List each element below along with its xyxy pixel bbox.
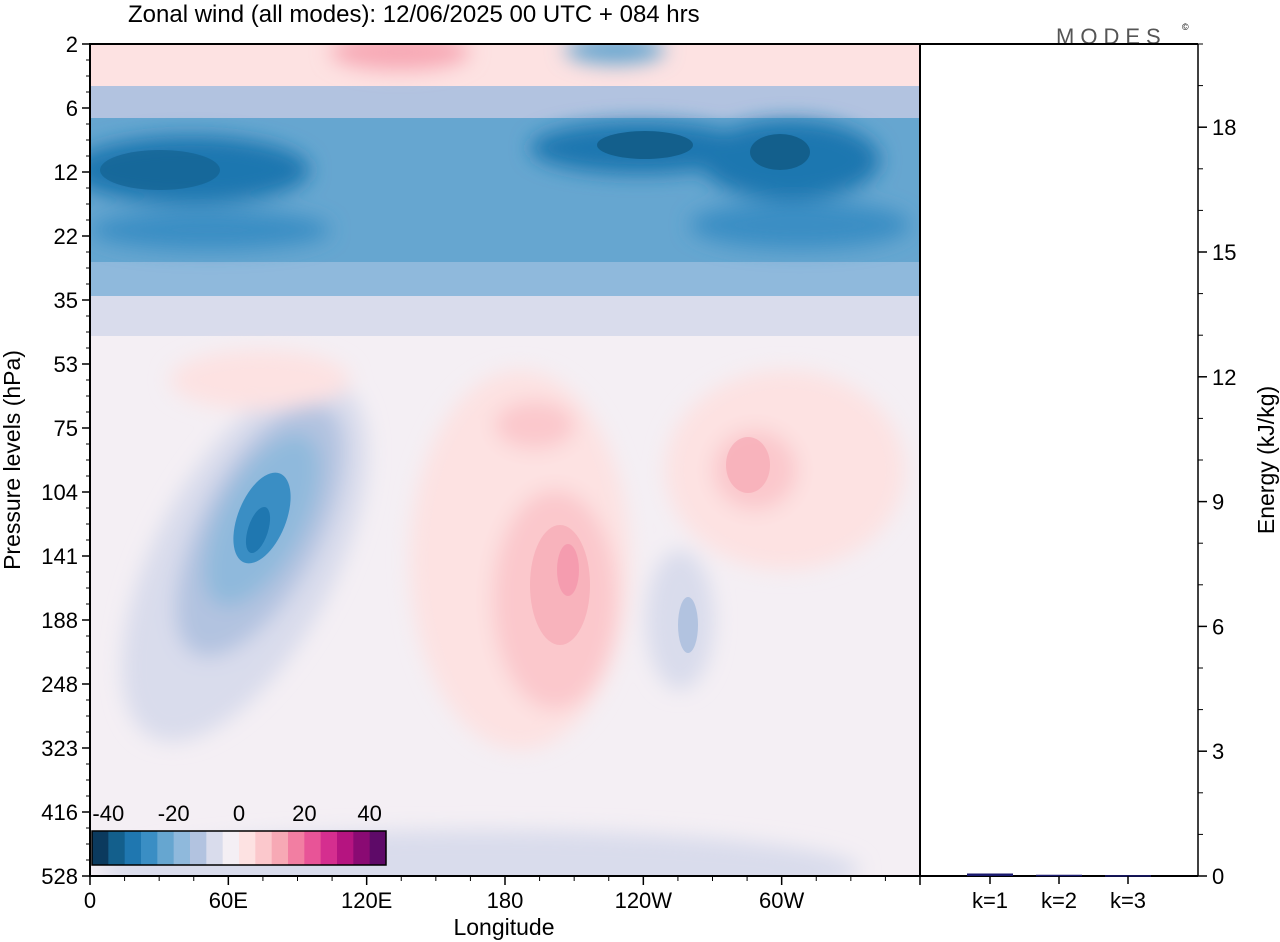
energy-bars <box>967 873 1151 877</box>
brand-mark: © <box>1182 22 1189 32</box>
colorbar-swatch <box>157 831 175 865</box>
heatmap-field <box>90 44 920 876</box>
top-pink-spot <box>330 44 470 70</box>
energy-y-tick-label: 9 <box>1212 490 1224 515</box>
colorbar-swatch <box>173 831 191 865</box>
colorbar-tick-label: 40 <box>357 801 381 826</box>
energy-x-tick-label: k=3 <box>1110 888 1146 913</box>
blue-tongue-max <box>245 506 271 554</box>
y-tick-label: 104 <box>41 480 78 505</box>
blue-east-core <box>678 597 698 653</box>
energy-x-axis: k=1 k=2 k=3 <box>972 876 1146 913</box>
y-tick-label: 188 <box>41 608 78 633</box>
energy-panel: 0 3 6 9 12 15 18 k=1 k=2 k=3 Energy (kJ/kg) <box>919 43 1279 913</box>
x-tick-label: 120W <box>615 888 673 913</box>
pink-west-faint <box>170 350 350 410</box>
energy-bar <box>1105 875 1151 877</box>
x-tick-label: 60E <box>209 888 248 913</box>
y-tick-label: 12 <box>54 160 78 185</box>
energy-bar <box>967 873 1013 876</box>
energy-x-tick-label: k=2 <box>1041 888 1077 913</box>
y-tick-label: 53 <box>54 352 78 377</box>
energy-y-axis-title: Energy (kJ/kg) <box>1253 386 1279 534</box>
colorbar-tick-label: 20 <box>292 801 316 826</box>
x-tick-label: 60W <box>759 888 804 913</box>
y-tick-label: 6 <box>66 96 78 121</box>
energy-y-tick-label: 15 <box>1212 240 1236 265</box>
colorbar-swatch <box>271 831 289 865</box>
top-blue-spot <box>565 44 665 64</box>
x-tick-label: 180 <box>487 888 524 913</box>
colorbar-swatch <box>304 831 322 865</box>
x-tick-label: 0 <box>84 888 96 913</box>
heatmap-x-axis-title: Longitude <box>453 914 554 940</box>
y-tick-label: 2 <box>66 32 78 57</box>
x-tick-label: 120E <box>341 888 392 913</box>
heatmap-y-axis: 2 6 12 22 35 53 75 104 141 188 248 323 416 528 <box>41 32 90 889</box>
brand-logo: MODES <box>1056 24 1167 49</box>
colorbar-tick-label: -20 <box>158 801 190 826</box>
band-light-blue-upper <box>90 86 920 124</box>
colorbar-swatch <box>239 831 256 865</box>
energy-y-tick-label: 6 <box>1212 614 1224 639</box>
y-tick-label: 416 <box>41 800 78 825</box>
jet-max-east-a <box>597 131 693 159</box>
y-tick-label: 141 <box>41 544 78 569</box>
colorbar: -40 -20 0 20 40 <box>91 801 387 866</box>
colorbar-swatches <box>92 831 387 865</box>
y-tick-label: 528 <box>41 864 78 889</box>
colorbar-ticks: -40 -20 0 20 40 <box>92 801 381 826</box>
colorbar-swatch <box>337 831 354 865</box>
colorbar-swatch <box>255 831 273 865</box>
colorbar-swatch <box>141 831 158 865</box>
energy-bar <box>1036 874 1082 877</box>
colorbar-swatch <box>320 831 338 865</box>
y-tick-label: 75 <box>54 416 78 441</box>
jet-west-lobe <box>90 210 330 250</box>
heatmap-x-axis: 0 60E 120E 180 120W 60W <box>84 876 921 913</box>
jet-max-west <box>100 150 220 190</box>
pink-center-strong <box>530 525 590 645</box>
heatmap-y-axis-title: Pressure levels (hPa) <box>0 350 25 570</box>
pink-upper-spot <box>495 401 575 449</box>
colorbar-swatch <box>124 831 142 865</box>
colorbar-tick-label: -40 <box>92 801 124 826</box>
energy-y-axis: 0 3 6 9 12 15 18 <box>1198 43 1236 889</box>
colorbar-swatch <box>206 831 224 865</box>
colorbar-swatch <box>369 831 387 865</box>
y-tick-label: 248 <box>41 672 78 697</box>
colorbar-swatch <box>108 831 126 865</box>
colorbar-swatch <box>222 831 240 865</box>
y-tick-label: 22 <box>54 224 78 249</box>
chart-title: Zonal wind (all modes): 12/06/2025 00 UT… <box>128 1 700 28</box>
jet-max-east-b <box>750 134 810 170</box>
y-tick-label: 323 <box>41 736 78 761</box>
colorbar-swatch <box>190 831 207 865</box>
heatmap-panel: 2 6 12 22 35 53 75 104 141 188 248 323 416 528 0 60E 12… <box>0 32 921 940</box>
energy-y-tick-label: 3 <box>1212 739 1224 764</box>
pink-east-strong <box>726 437 770 493</box>
colorbar-swatch <box>92 831 109 865</box>
colorbar-swatch <box>288 831 305 865</box>
colorbar-swatch <box>353 831 371 865</box>
colorbar-tick-label: 0 <box>233 801 245 826</box>
jet-east-lobe <box>690 201 910 249</box>
energy-y-tick-label: 12 <box>1212 365 1236 390</box>
energy-y-tick-label: 0 <box>1212 864 1224 889</box>
energy-y-tick-label: 18 <box>1212 115 1236 140</box>
colorbar-frame <box>91 830 387 866</box>
band-faint-blue <box>90 296 920 336</box>
y-tick-label: 35 <box>54 288 78 313</box>
energy-x-tick-label: k=1 <box>972 888 1008 913</box>
